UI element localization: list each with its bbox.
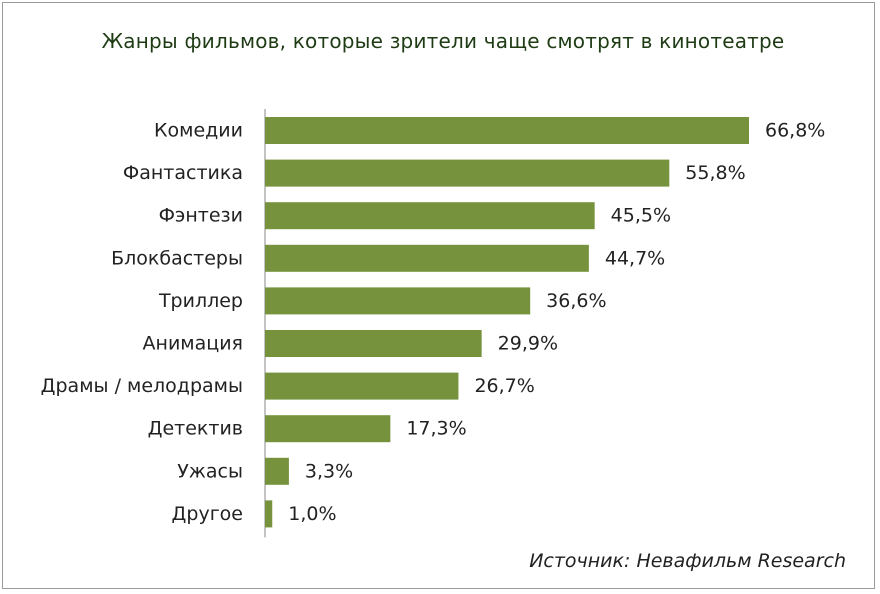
- category-label: Фэнтези: [159, 205, 243, 227]
- bar: [265, 244, 589, 272]
- bar: [265, 287, 531, 315]
- category-label: Комедии: [154, 120, 243, 142]
- bar: [265, 117, 749, 144]
- bar: [265, 500, 273, 528]
- bar: [265, 415, 391, 443]
- bar: [265, 457, 289, 485]
- category-label: Драмы / мелодрамы: [41, 375, 243, 397]
- value-label: 44,7%: [605, 247, 665, 269]
- category-label: Блокбастеры: [111, 247, 243, 269]
- bar: [265, 330, 482, 357]
- category-label: Другое: [172, 503, 243, 525]
- value-label: 17,3%: [406, 418, 466, 440]
- value-label: 1,0%: [288, 503, 336, 525]
- bar: [265, 372, 459, 400]
- category-label: Ужасы: [177, 460, 243, 482]
- category-label: Анимация: [143, 333, 243, 355]
- category-label: Детектив: [148, 418, 243, 440]
- value-label: 66,8%: [765, 120, 825, 142]
- value-label: 3,3%: [305, 460, 353, 482]
- chart-title: Жанры фильмов, которые зрители чаще смот…: [101, 29, 785, 53]
- bars-layer: Комедии 66,8% Фантастика 55,8% Фэнтези 45,5% Б…: [41, 109, 825, 538]
- value-label: 45,5%: [611, 205, 671, 227]
- source-note: Источник: Невафильм Research: [529, 550, 846, 572]
- category-label: Триллер: [158, 290, 243, 312]
- value-label: 26,7%: [474, 375, 534, 397]
- value-label: 55,8%: [685, 162, 745, 184]
- bar: [265, 159, 670, 187]
- category-label: Фантастика: [123, 162, 243, 184]
- bar: [265, 202, 595, 230]
- value-label: 36,6%: [546, 290, 606, 312]
- value-label: 29,9%: [498, 333, 558, 355]
